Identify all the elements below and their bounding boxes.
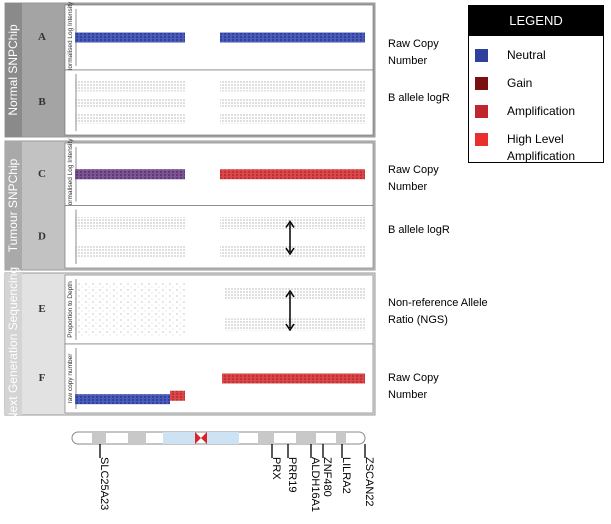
data-band bbox=[75, 244, 185, 257]
y-axis-label: Proportion to Depth bbox=[67, 281, 74, 338]
y-axis-label: Normalised Log Intensity bbox=[67, 1, 74, 73]
arrow bbox=[285, 289, 295, 332]
gene-label: PRR19 bbox=[286, 457, 298, 492]
panel-letter: E bbox=[38, 303, 45, 315]
data-band bbox=[225, 288, 365, 301]
gene-label: ZSCAN22 bbox=[363, 457, 375, 507]
data-band bbox=[222, 373, 365, 384]
panel-description: B allele logR bbox=[388, 92, 450, 104]
data-band bbox=[75, 32, 185, 43]
ideogram bbox=[71, 431, 366, 445]
panel-description: Raw Copy Number bbox=[388, 372, 439, 401]
panel-description: Raw Copy Number bbox=[388, 164, 439, 193]
gene-label: ALDH16A1 bbox=[309, 457, 321, 512]
section: Next Generation Sequencing E Proportion to… bbox=[4, 267, 376, 421]
panel-letter: F bbox=[39, 372, 46, 384]
panel-letter: C bbox=[38, 168, 46, 180]
section-strip bbox=[5, 3, 22, 137]
y-axis-label: Normalised Log Intensity bbox=[67, 138, 74, 210]
section-strip bbox=[5, 273, 22, 415]
legend-swatch bbox=[475, 133, 488, 146]
data-band bbox=[220, 81, 365, 92]
gene-label: ZNF480 bbox=[321, 457, 333, 497]
legend-swatch bbox=[475, 105, 488, 118]
data-band bbox=[170, 390, 185, 401]
panel-description: B allele logR bbox=[388, 224, 450, 236]
data-band bbox=[75, 81, 185, 92]
section: Tumour SNPChip C Normalised Log Intensity D bbox=[4, 138, 376, 271]
data-band bbox=[75, 394, 170, 405]
data-band bbox=[220, 97, 365, 108]
legend-label: High Level Amplification bbox=[507, 132, 576, 163]
legend-swatch bbox=[475, 49, 488, 62]
legend-swatch bbox=[475, 77, 488, 90]
gene-label: LILRA2 bbox=[340, 457, 352, 494]
panel-letter: B bbox=[38, 96, 46, 108]
legend-title: LEGEND bbox=[469, 6, 603, 36]
legend-item: Neutral bbox=[469, 47, 603, 64]
legend-label: Gain bbox=[507, 76, 533, 90]
section-label: Next Generation Sequencing bbox=[6, 267, 20, 421]
panel-description: Raw Copy Number bbox=[388, 38, 439, 67]
panel-letter: A bbox=[38, 31, 46, 43]
data-band bbox=[75, 283, 185, 336]
section-strip bbox=[5, 141, 22, 270]
legend-label: Neutral bbox=[507, 48, 546, 62]
section: Normal SNPChip A Normalised Log Intensity B bbox=[4, 1, 376, 138]
section-label: Normal SNPChip bbox=[6, 24, 20, 116]
data-band bbox=[75, 97, 185, 108]
data-band bbox=[220, 113, 365, 124]
legend-item: High Level Amplification bbox=[469, 131, 603, 165]
panel-letter: D bbox=[38, 230, 46, 242]
arrow bbox=[285, 220, 295, 256]
gene-label: PRX bbox=[270, 457, 282, 480]
legend: LEGEND Neutral Gain Amplification High Leve… bbox=[468, 5, 604, 163]
data-band bbox=[75, 217, 185, 229]
data-band bbox=[220, 217, 365, 229]
data-band bbox=[75, 113, 185, 124]
data-band bbox=[225, 318, 365, 331]
y-axis-label: raw copy number bbox=[67, 353, 74, 404]
legend-item: Amplification bbox=[469, 103, 603, 120]
section-label: Tumour SNPChip bbox=[6, 158, 20, 252]
legend-item: Gain bbox=[469, 75, 603, 92]
plot-area bbox=[64, 205, 374, 269]
legend-label: Amplification bbox=[507, 104, 576, 118]
data-band bbox=[220, 32, 365, 43]
gene-label: SLC25A23 bbox=[98, 457, 110, 510]
panel-description: Non-reference Allele Ratio (NGS) bbox=[388, 297, 488, 326]
data-band bbox=[75, 169, 185, 180]
data-band bbox=[220, 169, 365, 180]
